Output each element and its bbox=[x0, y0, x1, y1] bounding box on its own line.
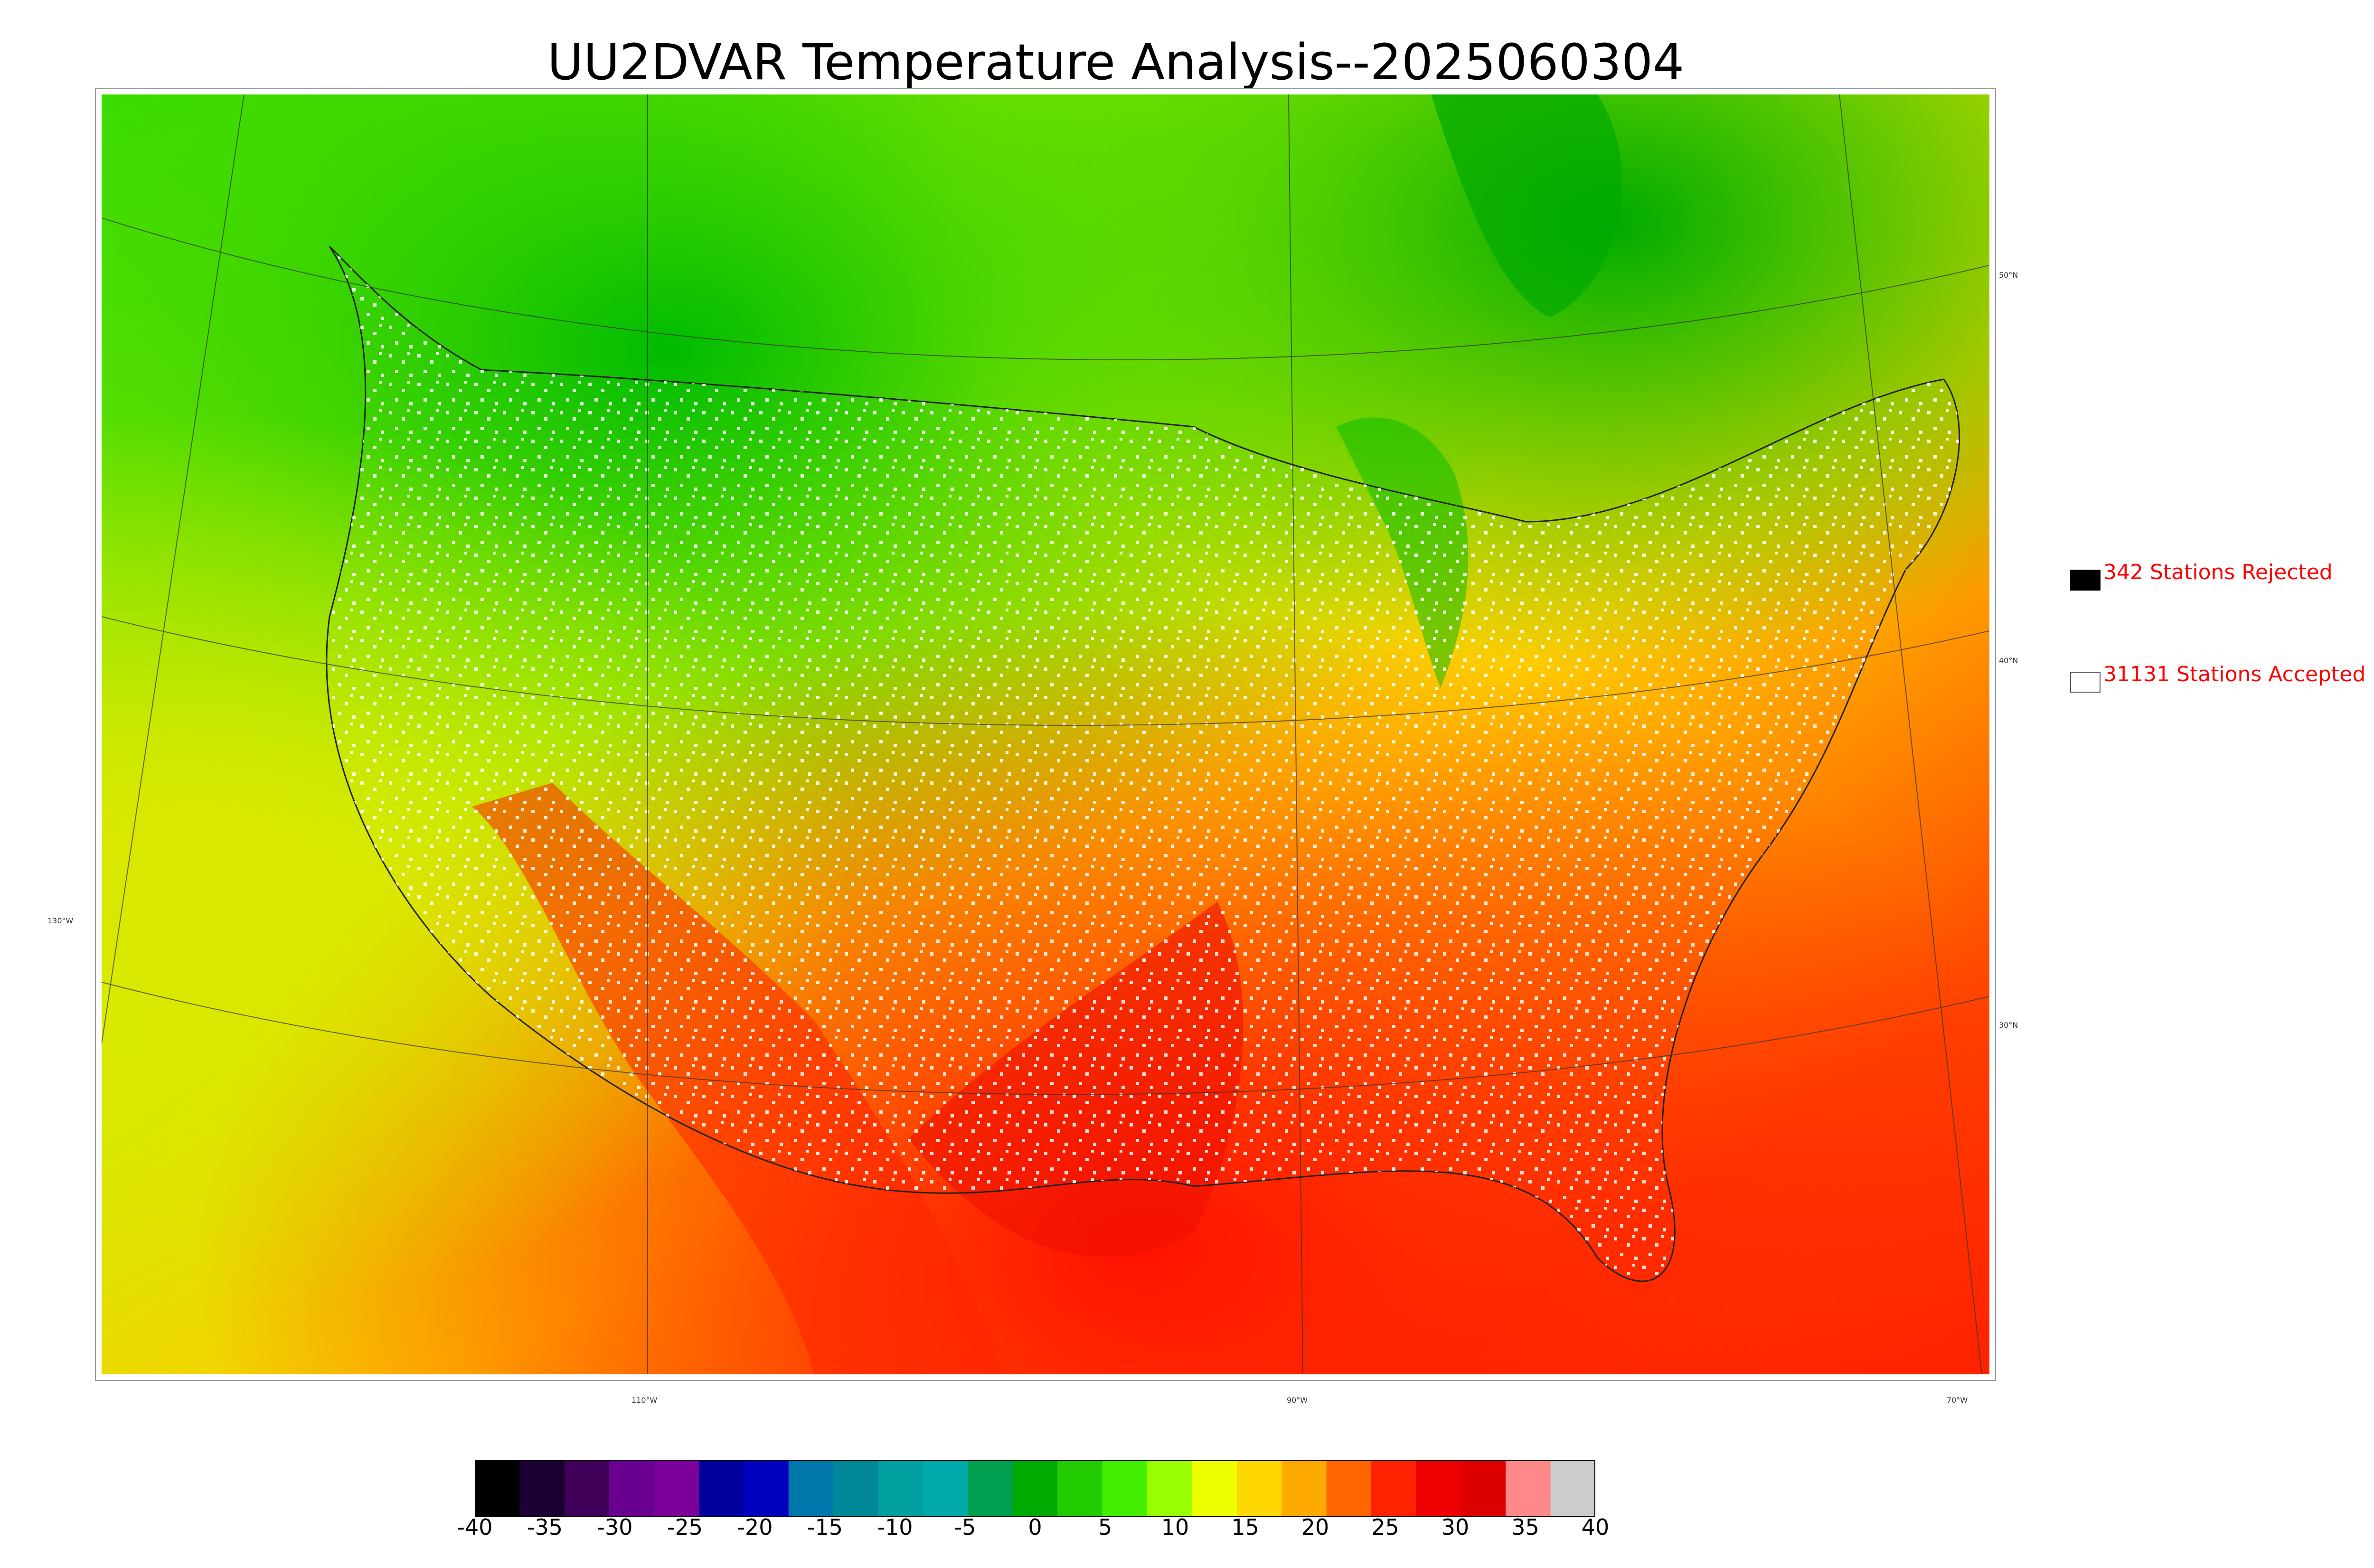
colorbar-tick-label: 0 bbox=[1028, 1514, 1042, 1540]
colorbar-segment bbox=[1012, 1460, 1058, 1517]
colorbar-tick-label: -10 bbox=[877, 1514, 913, 1540]
colorbar-segment bbox=[1371, 1460, 1417, 1517]
colorbar-tick-label: 30 bbox=[1441, 1514, 1470, 1540]
colorbar-segment bbox=[609, 1460, 655, 1517]
colorbar-tick-label: 20 bbox=[1301, 1514, 1329, 1540]
colorbar-tick-label: -35 bbox=[527, 1514, 563, 1540]
lat-label-30: 30°N bbox=[1999, 1021, 2018, 1030]
lat-label-50: 50°N bbox=[1999, 271, 2018, 280]
map-title: UU2DVAR Temperature Analysis--2025060304 bbox=[547, 33, 1685, 91]
lon-label-130: 130°W bbox=[47, 916, 74, 925]
colorbar-segment bbox=[744, 1460, 789, 1517]
colorbar-tick-label: -20 bbox=[737, 1514, 773, 1540]
accepted-legend-box bbox=[2070, 672, 2101, 693]
colorbar-segment bbox=[923, 1460, 969, 1517]
colorbar-segment bbox=[833, 1460, 879, 1517]
temperature-map bbox=[95, 88, 1996, 1381]
rejected-legend-box bbox=[2070, 570, 2101, 591]
colorbar-segment bbox=[1550, 1460, 1595, 1517]
colorbar-segment bbox=[699, 1460, 744, 1517]
colorbar-segment bbox=[1147, 1460, 1193, 1517]
colorbar-segment bbox=[1506, 1460, 1551, 1517]
colorbar-tick-label: -30 bbox=[597, 1514, 633, 1540]
colorbar-segment bbox=[788, 1460, 834, 1517]
colorbar-segment bbox=[1236, 1460, 1282, 1517]
hudson-bay bbox=[1431, 94, 1622, 318]
colorbar-tick-label: 35 bbox=[1511, 1514, 1539, 1540]
colorbar-tick-label: -25 bbox=[667, 1514, 703, 1540]
colorbar-tick-label: 5 bbox=[1098, 1514, 1112, 1540]
colorbar-segment bbox=[564, 1460, 610, 1517]
colorbar-segment bbox=[1416, 1460, 1461, 1517]
colorbar-segment bbox=[475, 1460, 520, 1517]
colorbar-tick-label: -40 bbox=[457, 1514, 493, 1540]
colorbar-segment bbox=[1057, 1460, 1103, 1517]
lon-label-110: 110°W bbox=[631, 1396, 658, 1405]
lat-label-40: 40°N bbox=[1999, 656, 2018, 665]
colorbar-segment bbox=[1281, 1460, 1327, 1517]
colorbar-tick-label: 15 bbox=[1231, 1514, 1259, 1540]
colorbar-tick-label: 25 bbox=[1371, 1514, 1399, 1540]
colorbar-tick-label: -5 bbox=[954, 1514, 976, 1540]
colorbar-segment bbox=[519, 1460, 565, 1517]
colorbar-tick-label: -15 bbox=[807, 1514, 843, 1540]
colorbar-segment bbox=[1192, 1460, 1237, 1517]
graticule bbox=[102, 94, 1989, 1374]
temperature-field bbox=[102, 94, 1989, 1374]
colorbar-segment bbox=[878, 1460, 923, 1517]
colorbar-segment bbox=[1460, 1460, 1507, 1517]
accepted-legend-label: 31131 Stations Accepted bbox=[2103, 662, 2366, 686]
colorbar-segment bbox=[1326, 1460, 1372, 1517]
rejected-legend-label: 342 Stations Rejected bbox=[2103, 560, 2333, 584]
colorbar-tick-label: 40 bbox=[1581, 1514, 1610, 1540]
lon-label-90: 90°W bbox=[1287, 1396, 1308, 1405]
colorbar-segment bbox=[654, 1460, 699, 1517]
colorbar-segment bbox=[968, 1460, 1013, 1517]
colorbar-tick-label: 10 bbox=[1161, 1514, 1189, 1540]
lon-label-70: 70°W bbox=[1947, 1396, 1968, 1405]
colorbar-segment bbox=[1102, 1460, 1148, 1517]
colorbar bbox=[475, 1460, 1595, 1517]
